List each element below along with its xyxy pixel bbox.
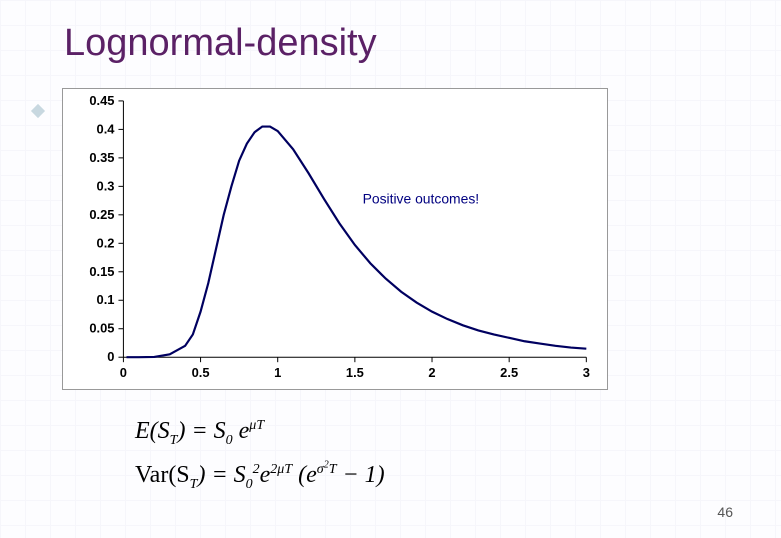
svg-text:0.45: 0.45 xyxy=(89,93,114,108)
svg-text:0.5: 0.5 xyxy=(192,365,210,380)
svg-text:1: 1 xyxy=(274,365,281,380)
svg-text:0: 0 xyxy=(107,349,114,364)
page-title: Lognormal-density xyxy=(64,22,377,65)
svg-text:0.2: 0.2 xyxy=(97,235,115,250)
svg-text:0.4: 0.4 xyxy=(97,121,116,136)
formula-block: E(ST) = S0 eμT Var(ST) = S02e2μT (eσ2T −… xyxy=(135,412,385,500)
chart-svg: 0 0.05 0.1 0.15 0.2 0.25 0.3 0.35 0.4 0.45 0 0.5 1 1.… xyxy=(63,89,607,389)
svg-text:2.5: 2.5 xyxy=(500,365,518,380)
svg-text:2: 2 xyxy=(428,365,435,380)
svg-text:Positive outcomes!: Positive outcomes! xyxy=(363,190,480,206)
svg-text:0.15: 0.15 xyxy=(89,264,114,279)
svg-text:0: 0 xyxy=(120,365,127,380)
svg-text:1.5: 1.5 xyxy=(346,365,364,380)
svg-text:0.25: 0.25 xyxy=(89,207,114,222)
svg-text:3: 3 xyxy=(583,365,590,380)
expectation-formula: E(ST) = S0 eμT xyxy=(135,412,385,452)
variance-formula: Var(ST) = S02e2μT (eσ2T − 1) xyxy=(135,456,385,496)
svg-text:0.05: 0.05 xyxy=(89,321,114,336)
svg-text:0.1: 0.1 xyxy=(97,292,115,307)
svg-text:0.35: 0.35 xyxy=(89,150,114,165)
lognormal-chart: 0 0.05 0.1 0.15 0.2 0.25 0.3 0.35 0.4 0.45 0 0.5 1 1.… xyxy=(62,88,608,390)
svg-text:0.3: 0.3 xyxy=(97,178,115,193)
page-number: 46 xyxy=(717,504,733,520)
